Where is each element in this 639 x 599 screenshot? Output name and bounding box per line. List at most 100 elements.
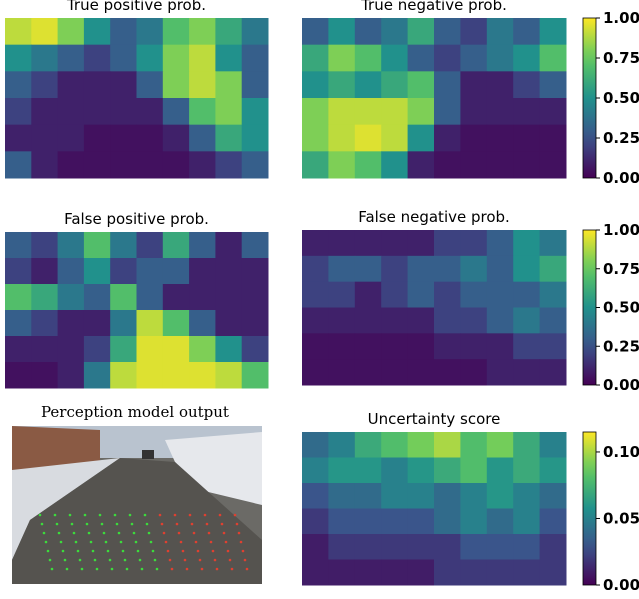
heatmap-cell [513, 508, 541, 535]
heatmap-cell [407, 124, 435, 152]
heatmap-cell [162, 71, 190, 99]
colorbar [582, 229, 597, 386]
photo-point [192, 531, 196, 535]
heatmap-cell [354, 44, 382, 72]
photo-point [177, 531, 181, 535]
heatmap-cell [31, 98, 59, 126]
photo-point [46, 549, 50, 553]
heatmap-cell [136, 124, 164, 152]
colorbar-tick-label: 0.25 [603, 129, 639, 147]
photo-point [190, 522, 194, 526]
heatmap-cell [460, 559, 488, 586]
photo-point [228, 558, 232, 562]
photo-point [183, 558, 187, 562]
heatmap-cell [57, 151, 85, 179]
colorbar-tick-label: 0.00 [603, 169, 639, 187]
heatmap-cell [460, 18, 488, 46]
heatmap-cell [486, 71, 514, 99]
heatmap-cell [513, 98, 541, 126]
heatmap-cell [434, 307, 461, 334]
heatmap-cell [407, 281, 435, 308]
heatmap-cell [136, 362, 164, 389]
heatmap-cell [241, 258, 269, 285]
photo-point [235, 522, 239, 526]
heatmap-cell [539, 151, 567, 179]
heatmap-cell [136, 284, 164, 311]
photo-point [108, 558, 112, 562]
heatmap-cell [354, 432, 382, 458]
heatmap-cell [5, 124, 32, 152]
heatmap-cell [215, 362, 243, 389]
heatmap-cell [381, 230, 409, 257]
heatmap-cell [539, 71, 567, 99]
heatmap-cell [354, 18, 382, 46]
heatmap-cell [539, 98, 567, 126]
heatmap-cell [110, 310, 137, 337]
heatmap-cell [110, 258, 137, 285]
heatmap-cell [215, 232, 243, 259]
photo-point [102, 531, 106, 535]
heatmap-cell [407, 307, 435, 334]
photo-point [168, 558, 172, 562]
colorbar [582, 17, 597, 179]
heatmap-cell [381, 18, 409, 46]
heatmap-cell [460, 457, 488, 484]
heatmap-cell [328, 559, 356, 586]
photo-point [93, 558, 97, 562]
photo-point [134, 540, 138, 544]
heatmap-cell [328, 359, 356, 386]
photo-point [241, 549, 245, 553]
heatmap-cell [189, 151, 216, 179]
heatmap-cell [215, 151, 243, 179]
heatmap-cell [513, 44, 541, 72]
photo-point [166, 549, 170, 553]
heatmap-cell [31, 258, 59, 285]
heatmap-cell [407, 508, 435, 535]
photo-point [170, 567, 174, 571]
heatmap-cell [57, 18, 85, 46]
heatmap-cell [486, 333, 514, 360]
heatmap-cell [136, 336, 164, 363]
heatmap-cell [162, 18, 190, 46]
colorbar-tick-label: 0.00 [603, 576, 639, 594]
heatmap-cell [539, 44, 567, 72]
heatmap-cell [513, 534, 541, 560]
heatmap-cell [434, 18, 461, 46]
photo-point [136, 549, 140, 553]
heatmap-cell [328, 307, 356, 334]
heatmap-cell [241, 284, 269, 311]
heatmap-cell [189, 18, 216, 46]
heatmap-cell [354, 71, 382, 99]
heatmap-cell [434, 559, 461, 586]
photo-point [89, 540, 93, 544]
heatmap-cell [302, 559, 329, 586]
photo-point [85, 522, 89, 526]
photo-point [68, 513, 72, 517]
heatmap-cell [31, 18, 59, 46]
photo-snow [165, 432, 262, 505]
heatmap-cell [302, 151, 329, 179]
photo-point [74, 540, 78, 544]
heatmap-cell [136, 18, 164, 46]
heatmap-cell [539, 255, 567, 283]
heatmap-cell [328, 457, 356, 484]
heatmap-cell [513, 71, 541, 99]
heatmap-cell [241, 98, 269, 126]
photo-point [125, 567, 129, 571]
heatmap-cell [83, 44, 111, 72]
heatmap-cell [460, 508, 488, 535]
photo-point [42, 531, 46, 535]
heatmap-cell [136, 232, 164, 259]
heatmap-cell [381, 307, 409, 334]
heatmap-cell [110, 151, 137, 179]
photo-point [143, 513, 147, 517]
heatmap-cell [434, 534, 461, 560]
heatmap-cell [460, 483, 488, 509]
heatmap-cell [57, 98, 85, 126]
heatmap-cell [354, 559, 382, 586]
heatmap-cell [110, 232, 137, 259]
heatmap-cell [539, 508, 567, 535]
heatmap-cell [407, 483, 435, 509]
photo-point [55, 522, 59, 526]
photo-point [213, 558, 217, 562]
